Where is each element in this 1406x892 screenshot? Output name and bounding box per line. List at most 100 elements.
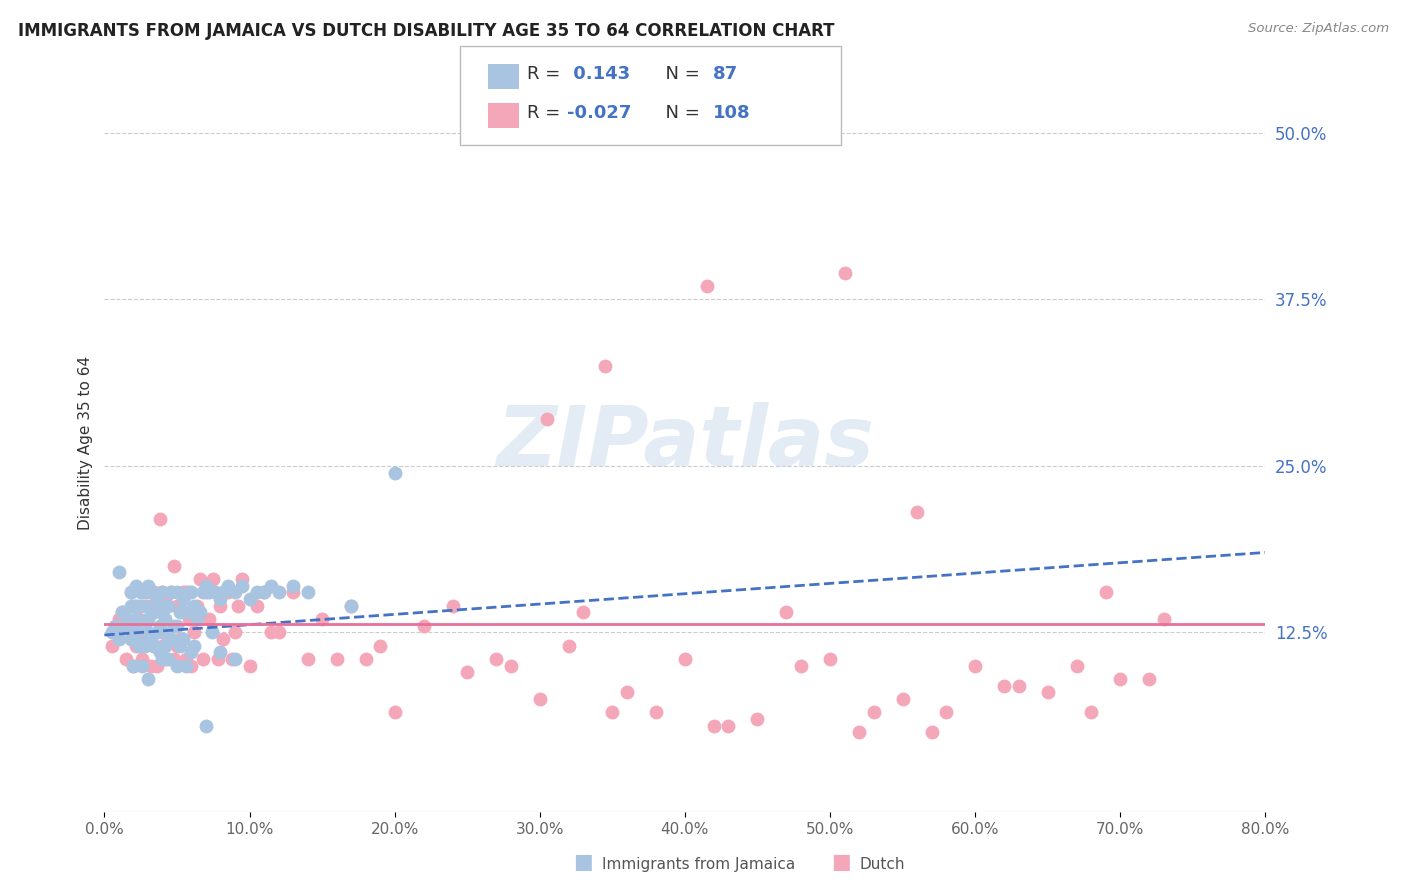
Point: [212, 632, 235, 646]
Point: [281, 585, 304, 599]
Text: 108: 108: [713, 104, 751, 122]
Point: [103, 618, 125, 632]
Point: [183, 599, 205, 613]
Point: [260, 625, 283, 640]
Point: [201, 625, 224, 640]
Point: [862, 705, 884, 719]
Point: [122, 658, 145, 673]
Point: [157, 652, 180, 666]
Point: [231, 579, 253, 593]
Point: [152, 639, 174, 653]
Point: [790, 658, 813, 673]
Point: [177, 612, 200, 626]
Point: [194, 585, 217, 599]
Point: [441, 599, 464, 613]
Point: [117, 612, 139, 626]
Point: [122, 599, 145, 613]
Point: [152, 585, 174, 599]
Point: [125, 579, 148, 593]
Point: [921, 725, 943, 739]
Point: [108, 612, 131, 626]
Point: [142, 585, 165, 599]
Point: [114, 618, 136, 632]
Point: [148, 512, 170, 526]
Point: [717, 718, 740, 732]
Point: [174, 652, 197, 666]
Point: [818, 652, 841, 666]
Point: [209, 599, 232, 613]
Point: [186, 612, 208, 626]
Point: [384, 466, 406, 480]
Point: [224, 652, 246, 666]
Point: [212, 585, 235, 599]
Point: [163, 558, 186, 573]
Point: [134, 599, 156, 613]
Point: [115, 652, 138, 666]
Point: [673, 652, 696, 666]
Point: [152, 625, 174, 640]
Point: [834, 266, 856, 280]
Point: [100, 625, 122, 640]
Point: [297, 585, 319, 599]
Point: [281, 579, 304, 593]
Point: [136, 632, 159, 646]
Point: [325, 652, 347, 666]
Point: [267, 585, 290, 599]
Point: [616, 685, 638, 699]
Point: [136, 612, 159, 626]
Point: [297, 652, 319, 666]
Point: [139, 585, 162, 599]
Point: [120, 632, 142, 646]
Point: [572, 606, 595, 620]
Point: [136, 672, 159, 686]
Point: [183, 639, 205, 653]
Point: [142, 639, 165, 653]
Point: [166, 658, 188, 673]
Point: [1008, 679, 1031, 693]
Point: [224, 585, 246, 599]
Point: [186, 599, 208, 613]
Point: [117, 618, 139, 632]
Point: [747, 712, 769, 726]
Point: [145, 658, 167, 673]
Point: [166, 585, 188, 599]
Point: [412, 618, 434, 632]
Point: [456, 665, 478, 680]
Point: [209, 592, 232, 607]
Point: [163, 652, 186, 666]
Point: [1109, 672, 1132, 686]
Point: [696, 279, 718, 293]
Point: [134, 632, 156, 646]
Point: [172, 632, 194, 646]
Point: [188, 606, 211, 620]
Point: [128, 599, 150, 613]
Point: [180, 585, 202, 599]
Point: [602, 705, 624, 719]
Text: ■: ■: [574, 853, 593, 872]
Point: [1094, 585, 1116, 599]
Point: [202, 572, 225, 586]
Point: [169, 639, 191, 653]
Point: [157, 632, 180, 646]
Point: [499, 658, 522, 673]
Text: ZIPatlas: ZIPatlas: [496, 402, 873, 483]
Text: Source: ZipAtlas.com: Source: ZipAtlas.com: [1249, 22, 1389, 36]
Point: [157, 599, 180, 613]
Point: [134, 618, 156, 632]
Point: [166, 639, 188, 653]
Point: [155, 592, 177, 607]
Point: [155, 652, 177, 666]
Point: [209, 645, 232, 659]
Point: [340, 599, 363, 613]
Point: [172, 585, 194, 599]
Point: [368, 639, 391, 653]
Point: [384, 705, 406, 719]
Point: [558, 639, 581, 653]
Point: [174, 585, 197, 599]
Point: [136, 585, 159, 599]
Text: ■: ■: [831, 853, 851, 872]
Point: [529, 692, 551, 706]
Point: [536, 412, 558, 426]
Point: [160, 632, 183, 646]
Point: [145, 599, 167, 613]
